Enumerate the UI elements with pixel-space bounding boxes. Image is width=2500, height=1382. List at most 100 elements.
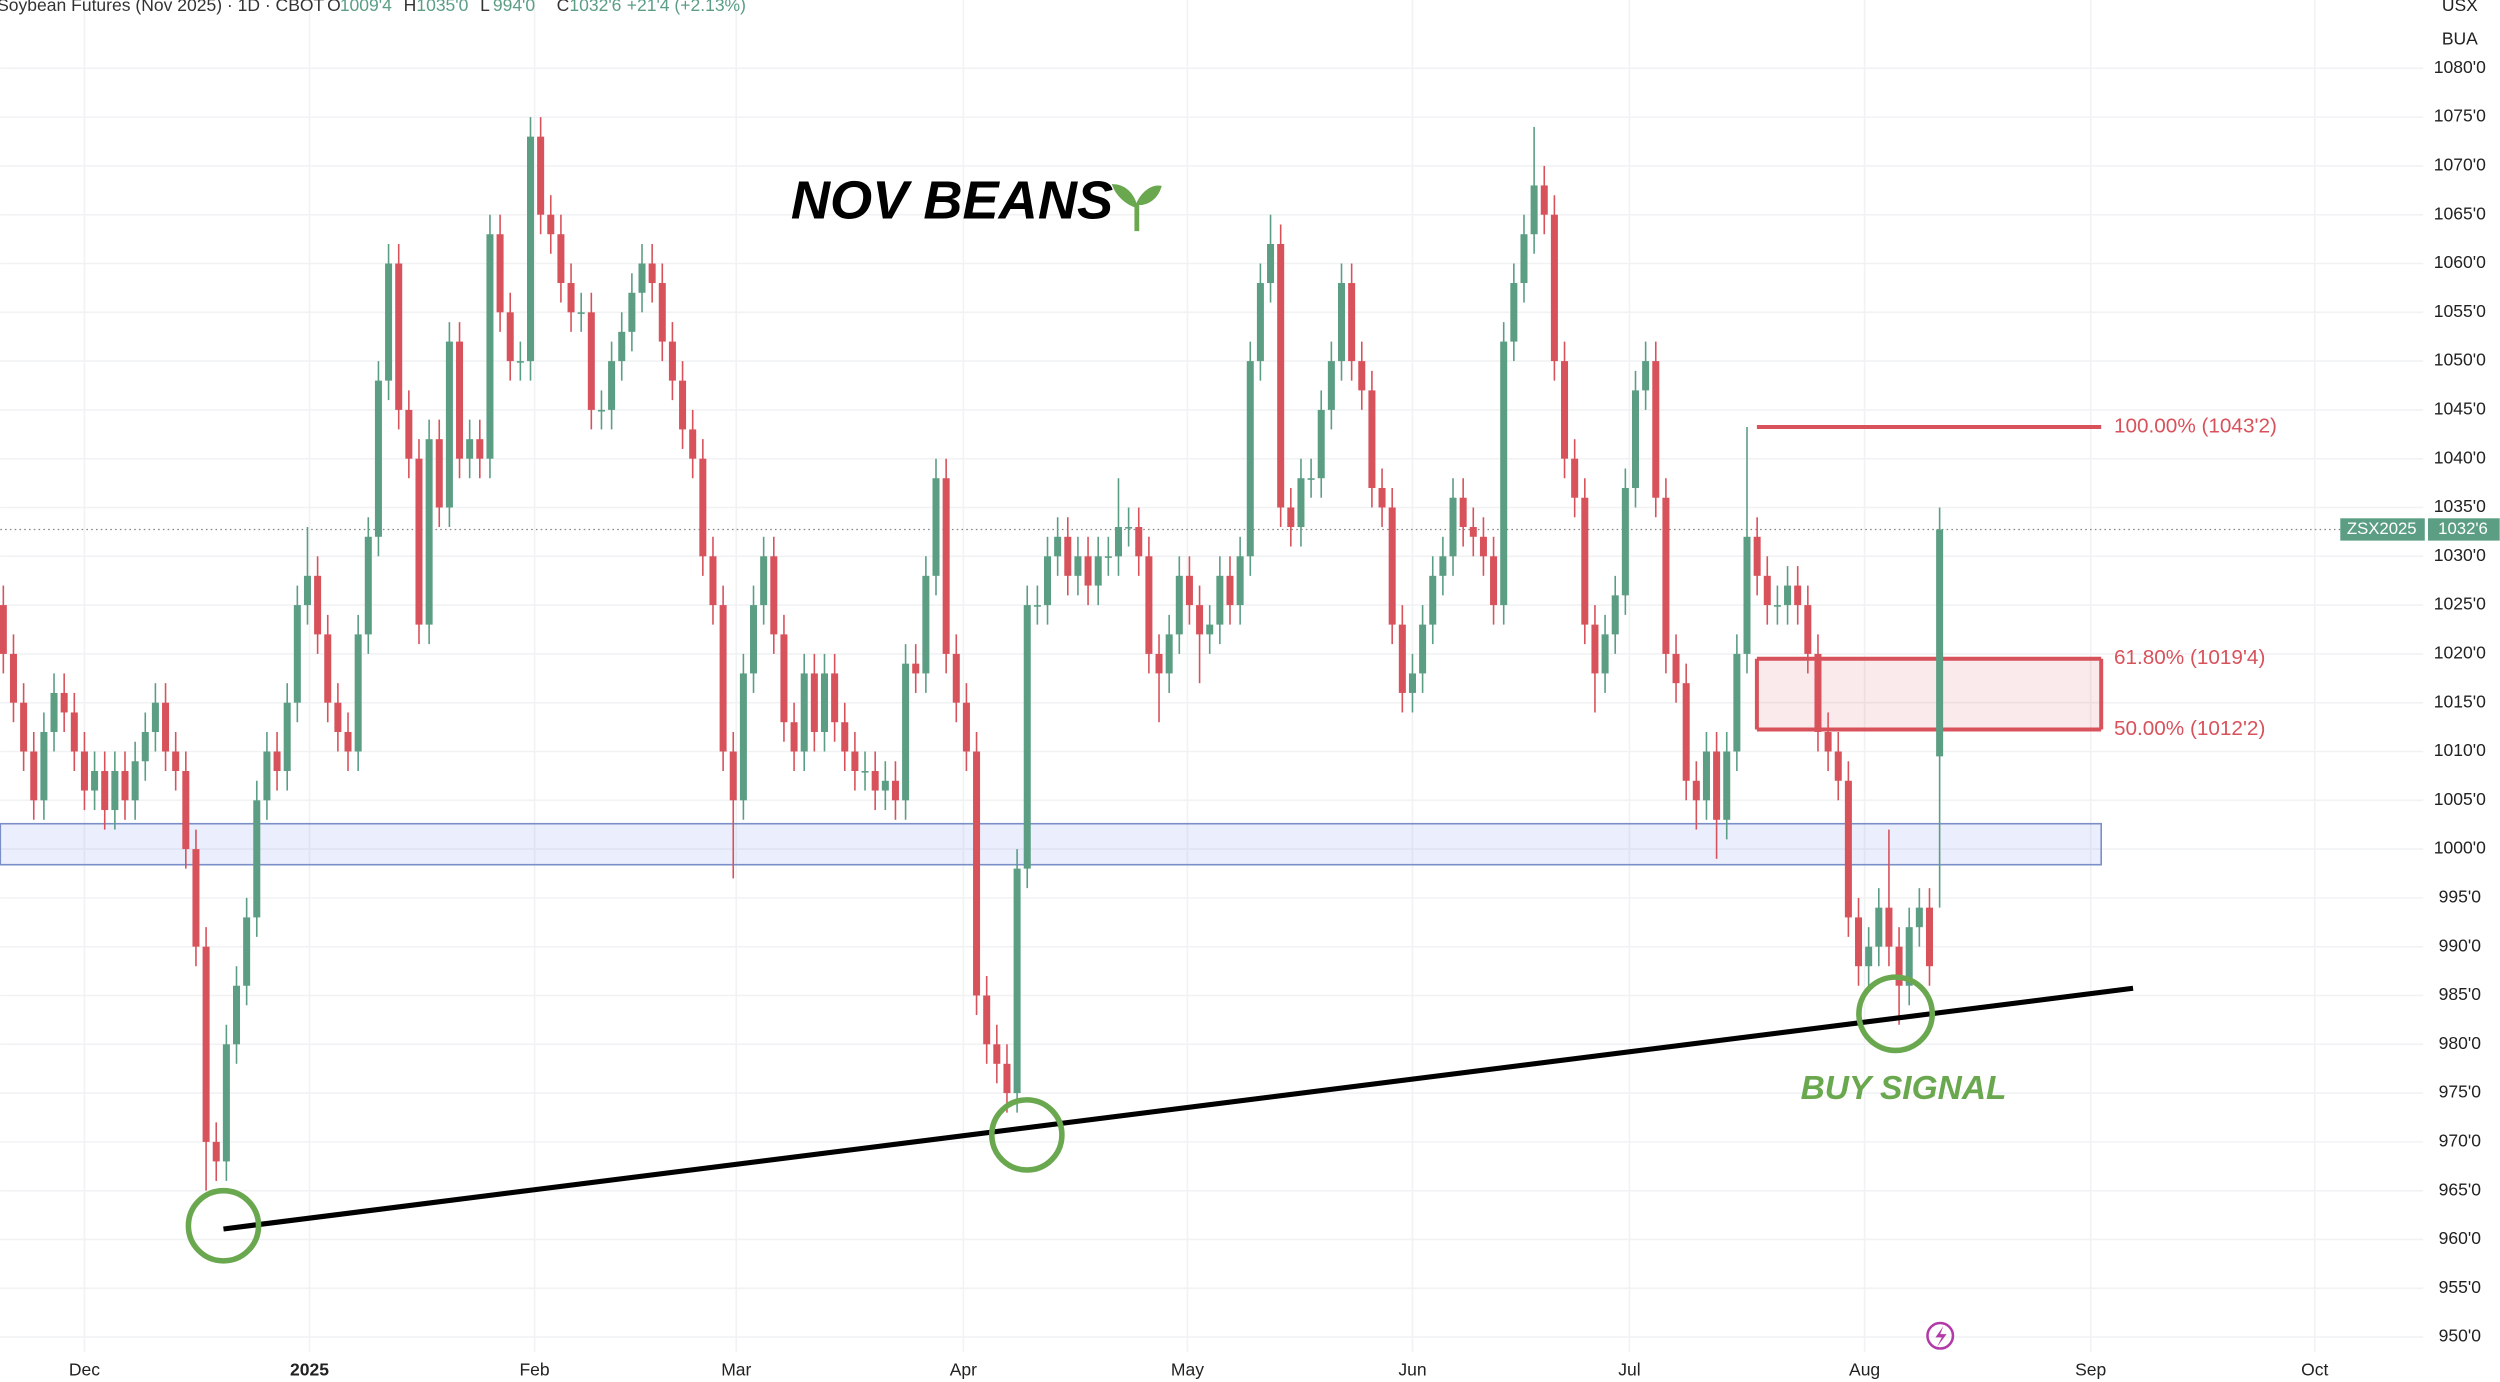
candle-body xyxy=(557,234,565,284)
candle-body xyxy=(80,751,88,791)
candle-body xyxy=(912,663,920,674)
candle-body xyxy=(395,263,403,410)
candle-body xyxy=(1865,946,1873,967)
candle-body xyxy=(202,946,210,1142)
y-tick-label: 1070'0 xyxy=(2434,155,2486,175)
candle-body xyxy=(780,634,788,723)
candle-body xyxy=(1287,507,1295,528)
candle-body xyxy=(1064,536,1072,576)
candle-body xyxy=(1855,917,1863,967)
candle-body xyxy=(1905,927,1913,986)
candle-body xyxy=(537,136,545,215)
candle-body xyxy=(182,771,190,850)
candle-body xyxy=(567,283,575,313)
candle-body xyxy=(1337,283,1346,362)
candle-body xyxy=(932,478,940,576)
y-tick-label: 1040'0 xyxy=(2434,447,2486,467)
support-zone xyxy=(0,822,2102,866)
y-tick-label: 1060'0 xyxy=(2434,252,2486,272)
candle-body xyxy=(628,292,636,332)
x-tick-label: Dec xyxy=(69,1359,100,1379)
candle-body xyxy=(263,751,271,801)
candle-body xyxy=(506,312,514,362)
candle-body xyxy=(1327,361,1335,410)
candle-body xyxy=(1256,283,1264,362)
sprout-icon xyxy=(1111,184,1162,232)
x-tick-label: Sep xyxy=(2075,1359,2106,1379)
candle-body xyxy=(1378,487,1386,508)
candle-body xyxy=(760,556,768,606)
y-tick-label: 990'0 xyxy=(2439,935,2482,955)
candle-body xyxy=(476,439,484,459)
candle-body xyxy=(800,673,808,752)
candle-body xyxy=(1155,653,1163,674)
candle-body xyxy=(810,673,818,732)
candle-body xyxy=(212,1141,220,1162)
candle-body xyxy=(30,751,38,801)
candle-body xyxy=(1459,497,1467,528)
candle-body xyxy=(973,751,981,996)
candle-body xyxy=(1145,556,1153,654)
candle-body xyxy=(1358,361,1366,391)
candle-body xyxy=(101,771,109,811)
candle-body xyxy=(1307,478,1315,480)
candle-body xyxy=(1054,536,1062,557)
candle-body xyxy=(790,722,798,752)
candle-body xyxy=(1044,556,1052,606)
y-tick-label: 950'0 xyxy=(2439,1326,2482,1346)
candle-body xyxy=(456,341,464,459)
candle-body xyxy=(1469,527,1477,537)
candle-body xyxy=(1104,556,1112,558)
candle-body xyxy=(303,575,311,606)
candle-body xyxy=(324,634,332,703)
candle-body xyxy=(466,439,474,459)
fib-zone xyxy=(1756,658,2102,730)
x-tick-label: Feb xyxy=(519,1359,549,1379)
candle-body xyxy=(1682,683,1690,781)
candle-body xyxy=(1520,234,1528,284)
candle-body xyxy=(405,409,413,459)
candle-body xyxy=(658,283,666,342)
candle-body xyxy=(1540,185,1548,215)
candle-body xyxy=(526,136,535,362)
unit: BUA xyxy=(2442,28,2478,48)
candle-body xyxy=(1023,605,1031,869)
symbol-tag xyxy=(2340,518,2425,541)
x-tick-label: Oct xyxy=(2301,1359,2328,1379)
candle-body xyxy=(50,692,58,732)
candles xyxy=(0,117,1944,1191)
y-tick-label: 965'0 xyxy=(2439,1179,2482,1199)
candle-body xyxy=(111,771,119,811)
x-tick-label: Aug xyxy=(1849,1359,1880,1379)
alert-icon[interactable] xyxy=(1926,1321,1955,1350)
candle-body xyxy=(1743,536,1751,654)
y-tick-label: 995'0 xyxy=(2439,887,2482,907)
candle-body xyxy=(172,751,180,772)
candle-body xyxy=(1277,243,1285,508)
candle-body xyxy=(344,731,352,752)
candle-body xyxy=(1804,605,1812,654)
candle-body xyxy=(1844,780,1852,918)
candle-body xyxy=(1642,361,1650,391)
y-tick-label: 1015'0 xyxy=(2434,691,2486,711)
candle-body xyxy=(435,439,443,508)
price-tag xyxy=(2427,518,2500,541)
touch-circle xyxy=(988,1097,1065,1173)
candle-body xyxy=(192,849,200,947)
x-tick-label: Apr xyxy=(950,1359,977,1379)
annotation-signal: BUY SIGNAL xyxy=(1801,1070,2007,1107)
ohlc-value: 1009'4 xyxy=(340,0,392,15)
candle-body xyxy=(1621,487,1629,596)
candle-body xyxy=(151,702,159,732)
currency: USX xyxy=(2442,0,2478,15)
candle-body xyxy=(648,263,656,284)
candle-body xyxy=(1915,907,1923,928)
candle-body xyxy=(141,731,149,762)
ohlc-key: O xyxy=(327,0,341,15)
candle-body xyxy=(20,702,28,752)
x-tick-label: May xyxy=(1171,1359,1204,1379)
candle-body xyxy=(871,771,879,791)
candle-body xyxy=(1246,361,1254,557)
candle-body xyxy=(1408,673,1416,693)
x-tick-label: Mar xyxy=(721,1359,751,1379)
